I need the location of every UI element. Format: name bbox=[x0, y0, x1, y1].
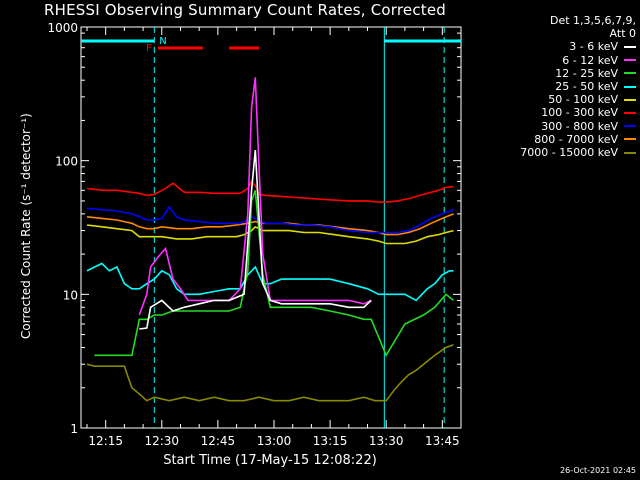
series-line-25-50-kev bbox=[86, 262, 454, 302]
legend-color-swatch bbox=[624, 112, 636, 115]
y-tick-label: 100 bbox=[55, 155, 78, 169]
x-tick-label: 13:30 bbox=[369, 434, 404, 448]
series-line-6-12-kev bbox=[138, 77, 372, 316]
legend-entry: 300 - 800 keV bbox=[476, 120, 636, 133]
y-axis-label: Corrected Count Rate (s⁻¹ detector⁻¹) bbox=[19, 113, 33, 339]
legend-entry-label: 800 - 7000 keV bbox=[534, 132, 618, 146]
x-tick-label: 12:15 bbox=[88, 434, 123, 448]
legend-color-swatch bbox=[624, 151, 636, 154]
legend-color-swatch bbox=[624, 46, 636, 48]
legend-color-swatch bbox=[624, 138, 636, 141]
y-tick-label: 1 bbox=[70, 422, 78, 436]
y-tick-label: 1000 bbox=[47, 21, 78, 35]
x-tick-label: 13:45 bbox=[425, 434, 460, 448]
legend-entry: 100 - 300 keV bbox=[476, 106, 636, 119]
legend-entry-label: 7000 - 15000 keV bbox=[520, 146, 618, 160]
legend-entry-label: 3 - 6 keV bbox=[569, 40, 618, 54]
x-tick-label: 13:15 bbox=[313, 434, 348, 448]
night-flag-label: N bbox=[159, 36, 166, 47]
x-tick-label: 13:00 bbox=[257, 434, 292, 448]
legend-header-attenuator: Att 0 bbox=[609, 27, 636, 41]
generation-timestamp: 26-Oct-2021 02:45 bbox=[560, 466, 636, 475]
x-tick-label: 12:30 bbox=[144, 434, 179, 448]
series-line-300-800-kev bbox=[86, 205, 454, 234]
series-line-50-100-kev bbox=[86, 224, 454, 245]
legend-header-detectors: Det 1,3,5,6,7,9, bbox=[549, 14, 636, 27]
legend-entry: 50 - 100 keV bbox=[476, 93, 636, 106]
legend-entry: 3 - 6 keV bbox=[476, 40, 636, 53]
legend-entry-label: 25 - 50 keV bbox=[555, 80, 618, 94]
series-line-7000-15000-kev bbox=[86, 343, 454, 402]
flare-flag-label: F bbox=[146, 43, 152, 54]
legend-entry: 7000 - 15000 keV bbox=[476, 146, 636, 159]
series-line-100-300-kev bbox=[86, 179, 454, 203]
x-axis-label: Start Time (17-May-15 12:08:22) bbox=[163, 453, 377, 468]
legend-entry: 800 - 7000 keV bbox=[476, 133, 636, 146]
y-tick-label: 10 bbox=[63, 288, 78, 302]
legend-color-swatch bbox=[624, 98, 636, 101]
legend-entry: 25 - 50 keV bbox=[476, 80, 636, 93]
legend-entry: 12 - 25 keV bbox=[476, 67, 636, 80]
legend-entry-label: 6 - 12 keV bbox=[562, 53, 618, 67]
legend-color-swatch bbox=[624, 72, 636, 75]
legend-entry-label: 300 - 800 keV bbox=[541, 119, 618, 133]
series-line-12-25-kev bbox=[94, 190, 455, 358]
legend-color-swatch bbox=[624, 85, 636, 88]
chart-title: RHESSI Observing Summary Count Rates, Co… bbox=[43, 1, 446, 19]
legend-entry-label: 12 - 25 keV bbox=[555, 66, 618, 80]
legend-entry: 6 - 12 keV bbox=[476, 54, 636, 67]
series-line-800-7000-kev bbox=[86, 213, 454, 236]
legend-color-swatch bbox=[624, 59, 636, 62]
x-tick-label: 12:45 bbox=[201, 434, 236, 448]
legend-entry-label: 50 - 100 keV bbox=[548, 93, 618, 107]
legend-entry-label: 100 - 300 keV bbox=[541, 106, 618, 120]
series-line-3-6-kev bbox=[139, 150, 372, 330]
plot-frame bbox=[80, 26, 462, 429]
legend-color-swatch bbox=[624, 125, 636, 128]
legend: Det 1,3,5,6,7,9, Att 0 3 - 6 keV 6 - 12 k… bbox=[476, 14, 636, 159]
